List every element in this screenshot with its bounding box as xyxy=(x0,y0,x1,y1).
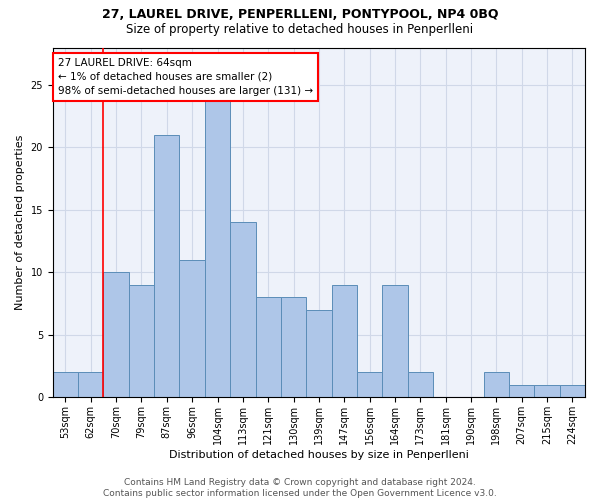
Bar xyxy=(332,285,357,398)
Bar xyxy=(154,135,179,398)
Text: 27, LAUREL DRIVE, PENPERLLENI, PONTYPOOL, NP4 0BQ: 27, LAUREL DRIVE, PENPERLLENI, PONTYPOOL… xyxy=(102,8,498,20)
Bar xyxy=(205,98,230,398)
Bar xyxy=(407,372,433,398)
Bar xyxy=(357,372,382,398)
Bar xyxy=(281,298,306,398)
Bar xyxy=(103,272,129,398)
Bar xyxy=(78,372,103,398)
Text: Contains HM Land Registry data © Crown copyright and database right 2024.
Contai: Contains HM Land Registry data © Crown c… xyxy=(103,478,497,498)
Bar xyxy=(179,260,205,398)
Bar xyxy=(129,285,154,398)
Bar xyxy=(484,372,509,398)
Bar xyxy=(382,285,407,398)
Bar xyxy=(560,385,585,398)
Bar xyxy=(256,298,281,398)
Text: Size of property relative to detached houses in Penperlleni: Size of property relative to detached ho… xyxy=(127,22,473,36)
X-axis label: Distribution of detached houses by size in Penperlleni: Distribution of detached houses by size … xyxy=(169,450,469,460)
Bar xyxy=(535,385,560,398)
Y-axis label: Number of detached properties: Number of detached properties xyxy=(15,135,25,310)
Bar xyxy=(230,222,256,398)
Bar xyxy=(53,372,78,398)
Text: 27 LAUREL DRIVE: 64sqm
← 1% of detached houses are smaller (2)
98% of semi-detac: 27 LAUREL DRIVE: 64sqm ← 1% of detached … xyxy=(58,58,313,96)
Bar xyxy=(509,385,535,398)
Bar xyxy=(306,310,332,398)
